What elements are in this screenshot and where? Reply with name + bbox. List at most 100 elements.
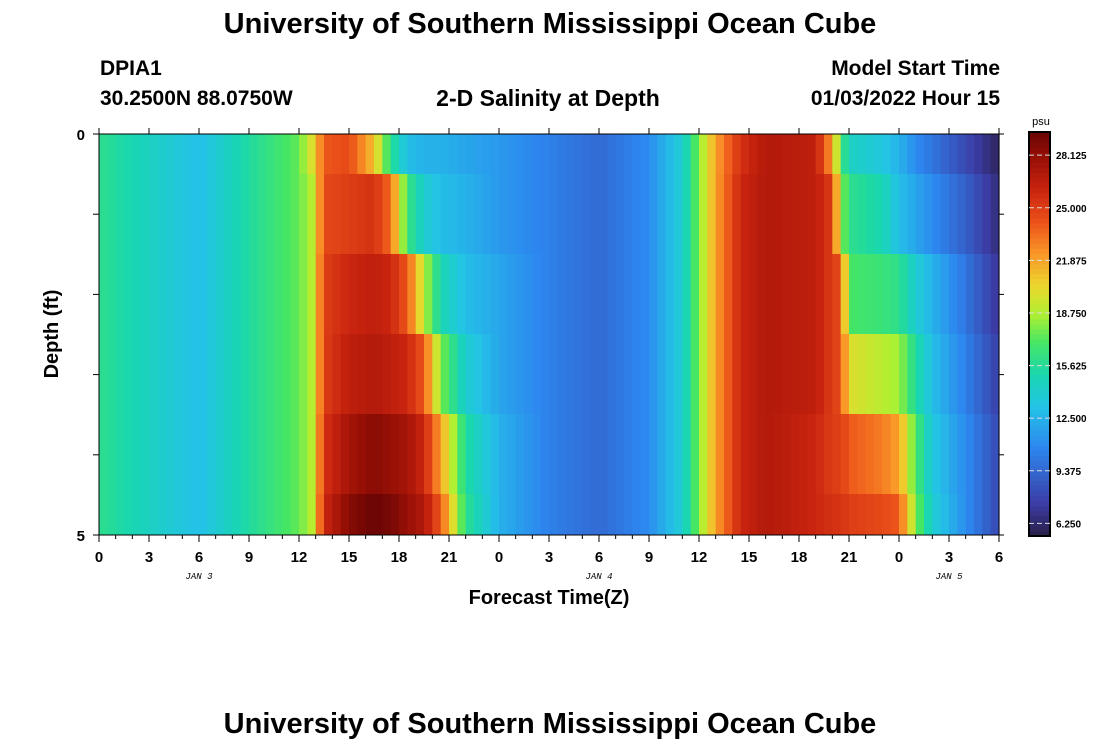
heatmap-cell bbox=[582, 414, 592, 494]
heatmap-cell bbox=[474, 414, 483, 494]
heatmap-cell bbox=[924, 254, 933, 334]
heatmap-cell bbox=[915, 174, 925, 254]
heatmap-cell bbox=[482, 134, 492, 174]
heatmap-cell bbox=[765, 254, 775, 334]
heatmap-cell bbox=[882, 134, 892, 174]
heatmap-cell bbox=[282, 414, 292, 494]
heatmap-cell bbox=[274, 334, 283, 414]
heatmap-cell bbox=[274, 494, 283, 535]
heatmap-cell bbox=[624, 134, 633, 174]
heatmap-cell bbox=[374, 334, 383, 414]
heatmap-cell bbox=[249, 414, 258, 494]
heatmap-cell bbox=[99, 414, 108, 494]
heatmap-cell bbox=[740, 414, 750, 494]
heatmap-cell bbox=[857, 174, 867, 254]
heatmap-cell bbox=[990, 174, 1000, 254]
colorbar-swatch bbox=[1029, 389, 1050, 396]
heatmap-cell bbox=[765, 334, 775, 414]
colorbar-swatch bbox=[1029, 470, 1050, 476]
heatmap-cell bbox=[707, 334, 717, 414]
heatmap-cell bbox=[782, 414, 792, 494]
heatmap-cell bbox=[507, 494, 517, 535]
colorbar-swatch bbox=[1029, 349, 1050, 355]
heatmap-cell bbox=[740, 174, 750, 254]
heatmap-cell bbox=[915, 334, 925, 414]
heatmap-cell bbox=[557, 254, 567, 334]
heatmap-cell bbox=[274, 414, 283, 494]
heatmap-cell bbox=[440, 254, 450, 334]
heatmap-cell bbox=[807, 334, 817, 414]
heatmap-cell bbox=[474, 334, 483, 414]
heatmap-cell bbox=[607, 334, 617, 414]
heatmap-cell bbox=[115, 334, 125, 414]
heatmap-cell bbox=[749, 174, 758, 254]
heatmap-cell bbox=[107, 174, 117, 254]
heatmap-cell bbox=[832, 414, 842, 494]
colorbar-swatch bbox=[1029, 273, 1050, 280]
heatmap-cell bbox=[915, 134, 925, 174]
heatmap-cell bbox=[365, 174, 375, 254]
heatmap-cell bbox=[432, 254, 442, 334]
heatmap-cell bbox=[899, 174, 908, 254]
colorbar-swatch bbox=[1029, 460, 1050, 466]
heatmap-cell bbox=[157, 254, 167, 334]
heatmap-cell bbox=[849, 414, 858, 494]
heatmap-cell bbox=[590, 134, 600, 174]
heatmap-cell bbox=[240, 494, 250, 535]
heatmap-cell bbox=[332, 334, 342, 414]
heatmap-cell bbox=[532, 174, 542, 254]
heatmap-cell bbox=[440, 414, 450, 494]
heatmap-cell bbox=[240, 254, 250, 334]
heatmap-cell bbox=[282, 334, 292, 414]
heatmap-cell bbox=[499, 174, 508, 254]
heatmap-cell bbox=[832, 254, 842, 334]
heatmap-cell bbox=[474, 134, 483, 174]
heatmap-cell bbox=[624, 494, 633, 535]
heatmap-cell bbox=[424, 134, 433, 174]
heatmap-cell bbox=[599, 174, 608, 254]
heatmap-cell bbox=[515, 254, 525, 334]
colorbar-frame bbox=[1028, 131, 1051, 537]
heatmap-cell bbox=[607, 414, 617, 494]
station-coordinates: 30.2500N 88.0750W bbox=[100, 87, 293, 110]
heatmap-cell bbox=[857, 254, 867, 334]
heatmap-cell bbox=[590, 494, 600, 535]
heatmap-cell bbox=[240, 334, 250, 414]
heatmap-cell bbox=[707, 414, 717, 494]
heatmap-cell bbox=[632, 414, 642, 494]
heatmap-cell bbox=[557, 414, 567, 494]
heatmap-cell bbox=[607, 134, 617, 174]
heatmap-cell bbox=[599, 494, 608, 535]
y-tick-label: 5 bbox=[77, 528, 85, 545]
heatmap-cell bbox=[824, 334, 833, 414]
heatmap-cell bbox=[465, 494, 475, 535]
heatmap-cell bbox=[307, 134, 317, 174]
heatmap-cell bbox=[182, 134, 192, 174]
heatmap-cell bbox=[232, 174, 242, 254]
heatmap-cell bbox=[157, 334, 167, 414]
colorbar-tick-label: 28.125 bbox=[1056, 151, 1087, 162]
heatmap-cell bbox=[657, 334, 667, 414]
station-id: DPIA1 bbox=[100, 57, 162, 80]
colorbar-swatch bbox=[1029, 429, 1050, 436]
heatmap-cell bbox=[224, 174, 233, 254]
x-tick-label: 15 bbox=[741, 549, 758, 566]
heatmap-cell bbox=[165, 254, 175, 334]
heatmap-cell bbox=[607, 174, 617, 254]
heatmap-cell bbox=[390, 134, 400, 174]
heatmap-cell bbox=[740, 494, 750, 535]
heatmap-cell bbox=[765, 174, 775, 254]
colorbar-swatch bbox=[1029, 495, 1050, 502]
colorbar-swatch bbox=[1029, 364, 1050, 370]
heatmap-cell bbox=[815, 174, 825, 254]
heatmap-cell bbox=[990, 254, 1000, 334]
heatmap-cell bbox=[949, 414, 958, 494]
heatmap-cell bbox=[290, 334, 300, 414]
heatmap-cell bbox=[174, 254, 183, 334]
heatmap-cell bbox=[665, 254, 675, 334]
heatmap-cell bbox=[232, 134, 242, 174]
heatmap-cell bbox=[457, 174, 467, 254]
heatmap-cell bbox=[382, 174, 392, 254]
heatmap-cell bbox=[982, 334, 992, 414]
heatmap-cell bbox=[432, 494, 442, 535]
